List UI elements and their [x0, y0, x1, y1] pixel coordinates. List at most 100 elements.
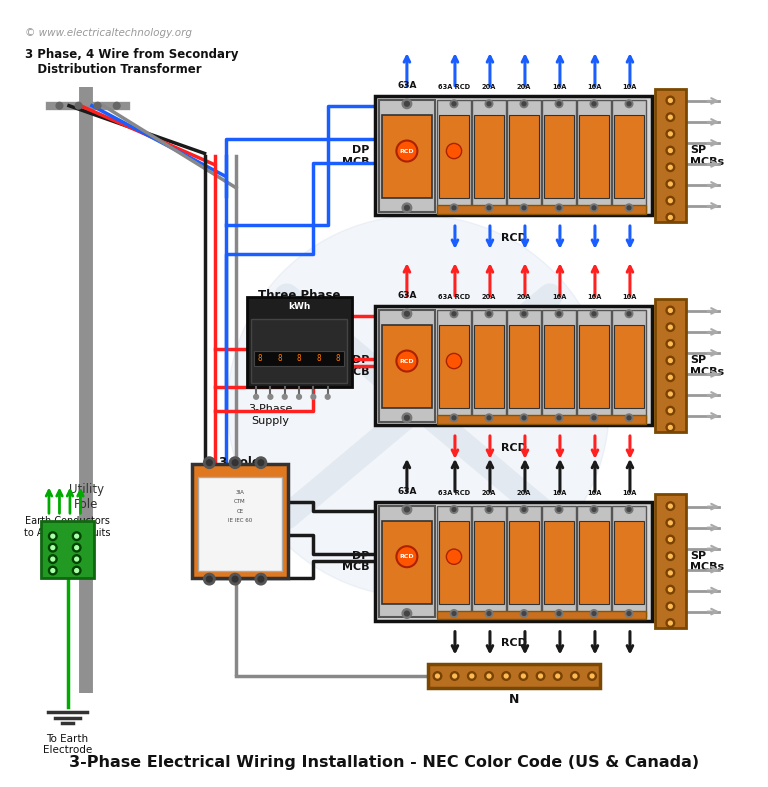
Circle shape [557, 312, 561, 316]
Circle shape [405, 611, 409, 616]
Circle shape [520, 505, 528, 513]
Text: To Earth
Electrode: To Earth Electrode [43, 733, 92, 756]
Text: CE: CE [237, 509, 243, 514]
Circle shape [522, 611, 526, 615]
Bar [382, 325, 432, 408]
Circle shape [72, 543, 81, 552]
Bar [379, 505, 435, 617]
Circle shape [268, 394, 273, 399]
Bar [612, 100, 646, 212]
Circle shape [666, 373, 674, 382]
Bar [655, 298, 686, 432]
Circle shape [668, 325, 672, 329]
Circle shape [538, 674, 542, 678]
Bar [578, 505, 611, 617]
Bar [379, 100, 435, 212]
Circle shape [230, 457, 241, 468]
Text: 3 Pole
MCCB: 3 Pole MCCB [220, 456, 260, 484]
Text: 63A RCD: 63A RCD [438, 294, 470, 301]
Circle shape [433, 672, 442, 680]
Bar [612, 505, 646, 617]
Circle shape [94, 102, 101, 109]
Circle shape [450, 672, 459, 680]
Text: Utility
Pole: Utility Pole [68, 482, 104, 511]
Text: 63A: 63A [397, 291, 417, 301]
Circle shape [485, 100, 493, 108]
Circle shape [207, 460, 212, 466]
Circle shape [668, 149, 672, 153]
Circle shape [74, 557, 78, 561]
Bar [579, 521, 608, 604]
Bar [198, 477, 282, 571]
Circle shape [520, 414, 528, 422]
Bar [472, 505, 505, 617]
Circle shape [452, 674, 456, 678]
Circle shape [283, 394, 287, 399]
Bar [379, 310, 435, 422]
Circle shape [668, 604, 672, 608]
Text: 20A: 20A [482, 294, 496, 301]
Circle shape [405, 416, 409, 420]
Text: 10A: 10A [622, 294, 636, 301]
Bar [438, 205, 646, 213]
Text: IE IEC 60: IE IEC 60 [228, 519, 252, 523]
Circle shape [253, 394, 259, 399]
Circle shape [627, 102, 631, 105]
Text: 16A: 16A [587, 294, 601, 301]
Circle shape [625, 610, 633, 617]
Bar [439, 325, 468, 408]
Circle shape [668, 132, 672, 136]
Circle shape [487, 508, 491, 512]
Circle shape [668, 216, 672, 220]
Circle shape [519, 672, 528, 680]
Circle shape [446, 353, 462, 368]
Circle shape [590, 610, 598, 617]
Circle shape [326, 394, 330, 399]
Circle shape [571, 672, 579, 680]
Circle shape [668, 309, 672, 312]
Circle shape [668, 342, 672, 345]
Circle shape [258, 460, 263, 466]
Circle shape [311, 394, 316, 399]
Circle shape [555, 610, 563, 617]
Circle shape [450, 610, 458, 617]
Circle shape [668, 392, 672, 396]
Text: SP
MCBs: SP MCBs [690, 145, 724, 167]
Circle shape [666, 619, 674, 627]
Circle shape [520, 100, 528, 108]
Circle shape [668, 98, 672, 102]
Circle shape [522, 416, 526, 419]
Circle shape [668, 621, 672, 625]
Text: N: N [508, 693, 519, 706]
Text: 16A: 16A [587, 84, 601, 91]
Text: RCD: RCD [501, 442, 527, 453]
Text: 63A: 63A [397, 487, 417, 496]
Circle shape [666, 357, 674, 365]
Bar [439, 521, 468, 604]
Circle shape [592, 611, 596, 615]
Circle shape [450, 100, 458, 108]
Circle shape [402, 99, 412, 109]
Circle shape [485, 414, 493, 422]
Bar [542, 505, 575, 617]
Bar [614, 325, 644, 408]
Circle shape [666, 535, 674, 544]
Circle shape [470, 674, 474, 678]
Circle shape [204, 574, 215, 585]
Circle shape [396, 350, 418, 371]
Text: © www.electricaltechnology.org: © www.electricaltechnology.org [25, 28, 192, 39]
Circle shape [627, 312, 631, 316]
Circle shape [557, 102, 561, 105]
Text: kWh: kWh [288, 301, 310, 311]
Text: 8: 8 [257, 354, 262, 363]
Circle shape [72, 555, 81, 563]
Circle shape [625, 310, 633, 318]
Circle shape [487, 611, 491, 615]
Bar [41, 521, 94, 578]
Text: 20A: 20A [482, 84, 496, 91]
Text: SP
MCBs: SP MCBs [690, 355, 724, 377]
Circle shape [668, 165, 672, 169]
Circle shape [405, 507, 409, 512]
Circle shape [668, 571, 672, 575]
Circle shape [666, 390, 674, 398]
